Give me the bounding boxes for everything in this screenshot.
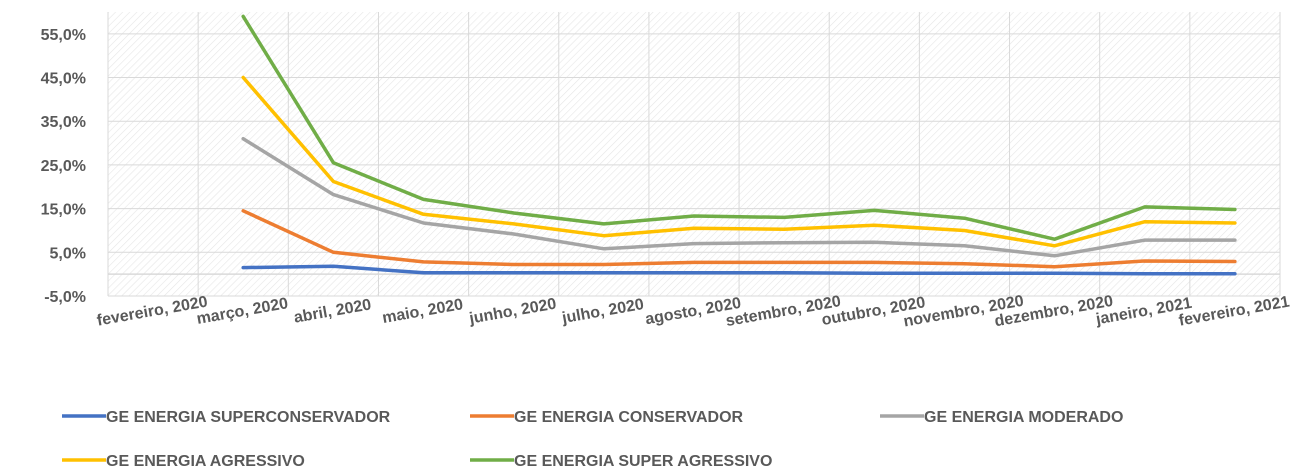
legend-label: GE ENERGIA SUPER AGRESSIVO — [514, 453, 772, 470]
y-tick-label: -5,0% — [44, 289, 86, 306]
legend-label: GE ENERGIA CONSERVADOR — [514, 409, 744, 426]
y-tick-label: 25,0% — [41, 158, 86, 175]
y-axis: -5,0% 5,0% 15,0% 25,0% 35,0% 45,0% 55,0% — [41, 27, 86, 306]
legend-label: GE ENERGIA MODERADO — [924, 409, 1123, 426]
y-tick-label: 55,0% — [41, 27, 86, 44]
x-tick-label: maio, 2020 — [381, 296, 465, 327]
x-tick-label: fevereiro, 2020 — [96, 293, 209, 329]
y-tick-label: 45,0% — [41, 71, 86, 88]
series-line — [241, 209, 1237, 269]
x-tick-label: julho, 2020 — [560, 296, 645, 327]
legend-label: GE ENERGIA AGRESSIVO — [106, 453, 305, 470]
y-tick-label: 5,0% — [50, 245, 86, 262]
series-line — [241, 75, 1237, 248]
series-line — [241, 264, 1237, 276]
y-tick-label: 35,0% — [41, 114, 86, 131]
series-line — [241, 136, 1237, 258]
series-line — [241, 14, 1237, 241]
plot-area — [108, 12, 1280, 296]
x-tick-label: junho, 2020 — [467, 296, 558, 328]
legend-label: GE ENERGIA SUPERCONSERVADOR — [106, 409, 391, 426]
series-lines — [241, 14, 1237, 276]
x-tick-label: março, 2020 — [195, 295, 289, 328]
x-tick-label: fevereiro, 2021 — [1177, 293, 1290, 329]
y-tick-label: 15,0% — [41, 202, 86, 219]
x-tick-label: abril, 2020 — [293, 296, 373, 326]
legend: GE ENERGIA SUPERCONSERVADOR GE ENERGIA CO… — [62, 409, 1123, 470]
